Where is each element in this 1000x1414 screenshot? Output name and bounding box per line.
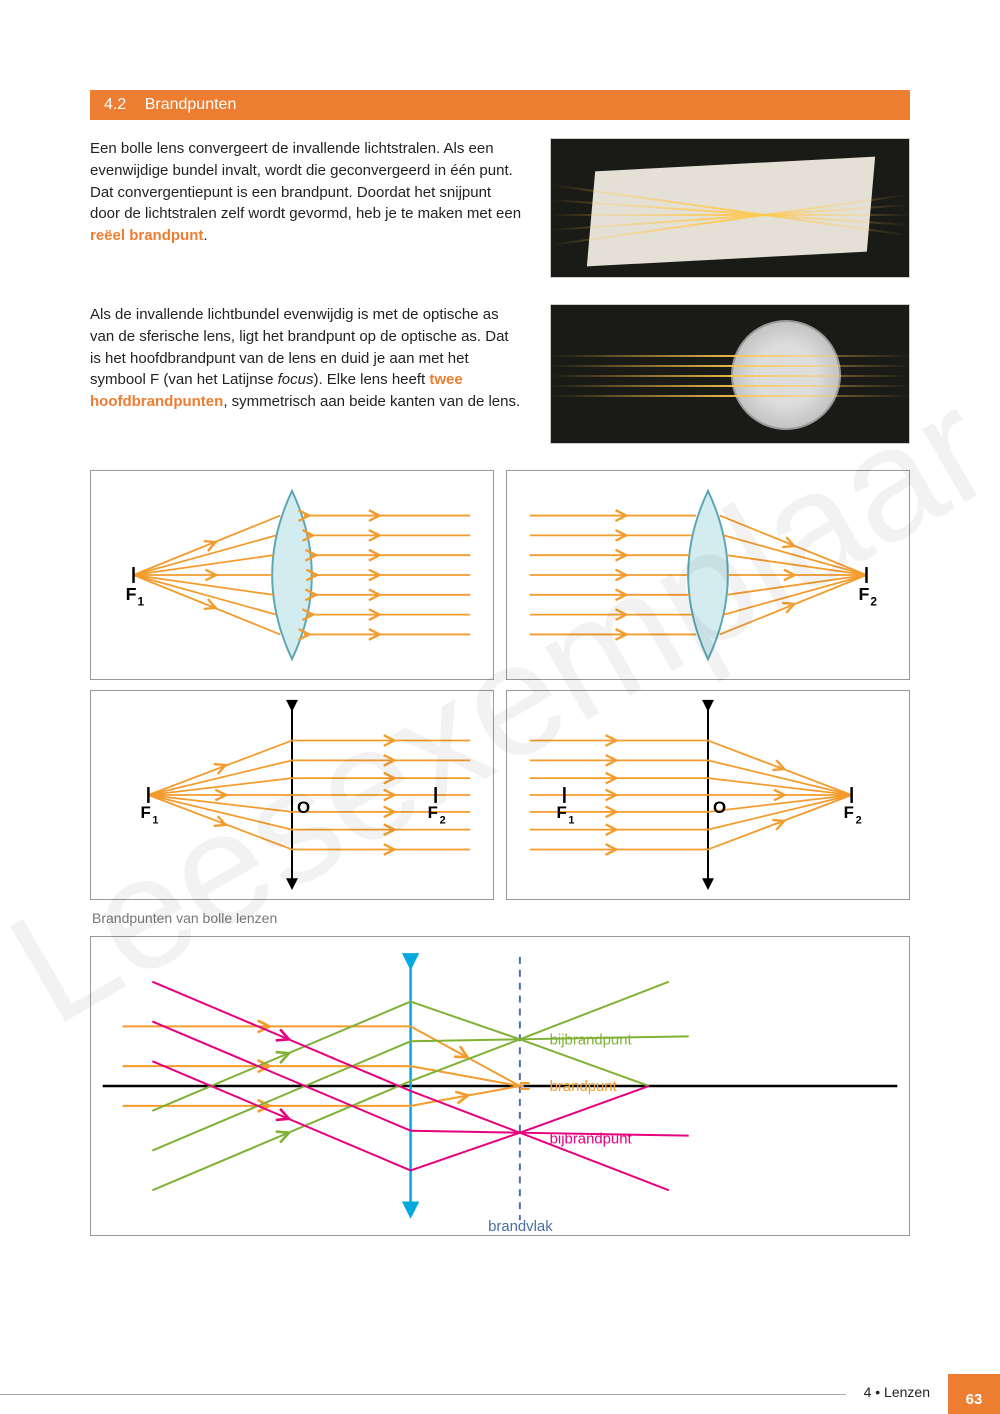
svg-text:2: 2	[440, 815, 446, 827]
section-header: 4.2 Brandpunten	[90, 90, 910, 120]
svg-text:F: F	[859, 584, 870, 604]
paragraph-1: Een bolle lens convergeert de invallende…	[90, 138, 522, 278]
svg-text:2: 2	[856, 815, 862, 827]
photo-converging-rays	[550, 138, 910, 278]
footer-chapter: 4 • Lenzen	[846, 1374, 948, 1414]
svg-text:1: 1	[152, 815, 158, 827]
label-bijbrandpunt-top: bijbrandpunt	[550, 1032, 633, 1048]
diagram-lens-F1: F 1	[90, 470, 494, 680]
svg-text:F: F	[844, 803, 854, 822]
photo-focal-plane	[550, 304, 910, 444]
page-footer: 4 • Lenzen 63	[0, 1374, 1000, 1414]
section-title: Brandpunten	[145, 96, 237, 113]
diagram-brandvlak: bijbrandpunt brandpunt bijbrandpunt bran…	[90, 936, 910, 1236]
svg-text:O: O	[297, 798, 310, 817]
page-number: 63	[948, 1374, 1000, 1414]
label-brandvlak: brandvlak	[488, 1219, 553, 1235]
paragraph-2: Als de invallende lichtbundel evenwijdig…	[90, 304, 522, 444]
diagram-caption: Brandpunten van bolle lenzen	[92, 910, 910, 926]
svg-text:O: O	[713, 798, 726, 817]
svg-text:F: F	[140, 803, 150, 822]
diagram-thinlens-right: F1 O F2	[506, 690, 910, 900]
diagram-thinlens-left: F1 O F2	[90, 690, 494, 900]
diagram-lens-F2: F 2	[506, 470, 910, 680]
svg-text:2: 2	[870, 595, 877, 609]
svg-text:F: F	[126, 584, 137, 604]
label-brandpunt: brandpunt	[550, 1079, 618, 1095]
svg-text:F: F	[428, 803, 438, 822]
svg-text:1: 1	[568, 815, 574, 827]
svg-text:1: 1	[137, 595, 144, 609]
section-number: 4.2	[104, 96, 126, 113]
highlight-reeel-brandpunt: reëel brandpunt	[90, 227, 203, 244]
label-bijbrandpunt-bot: bijbrandpunt	[550, 1132, 633, 1148]
svg-text:F: F	[556, 803, 566, 822]
